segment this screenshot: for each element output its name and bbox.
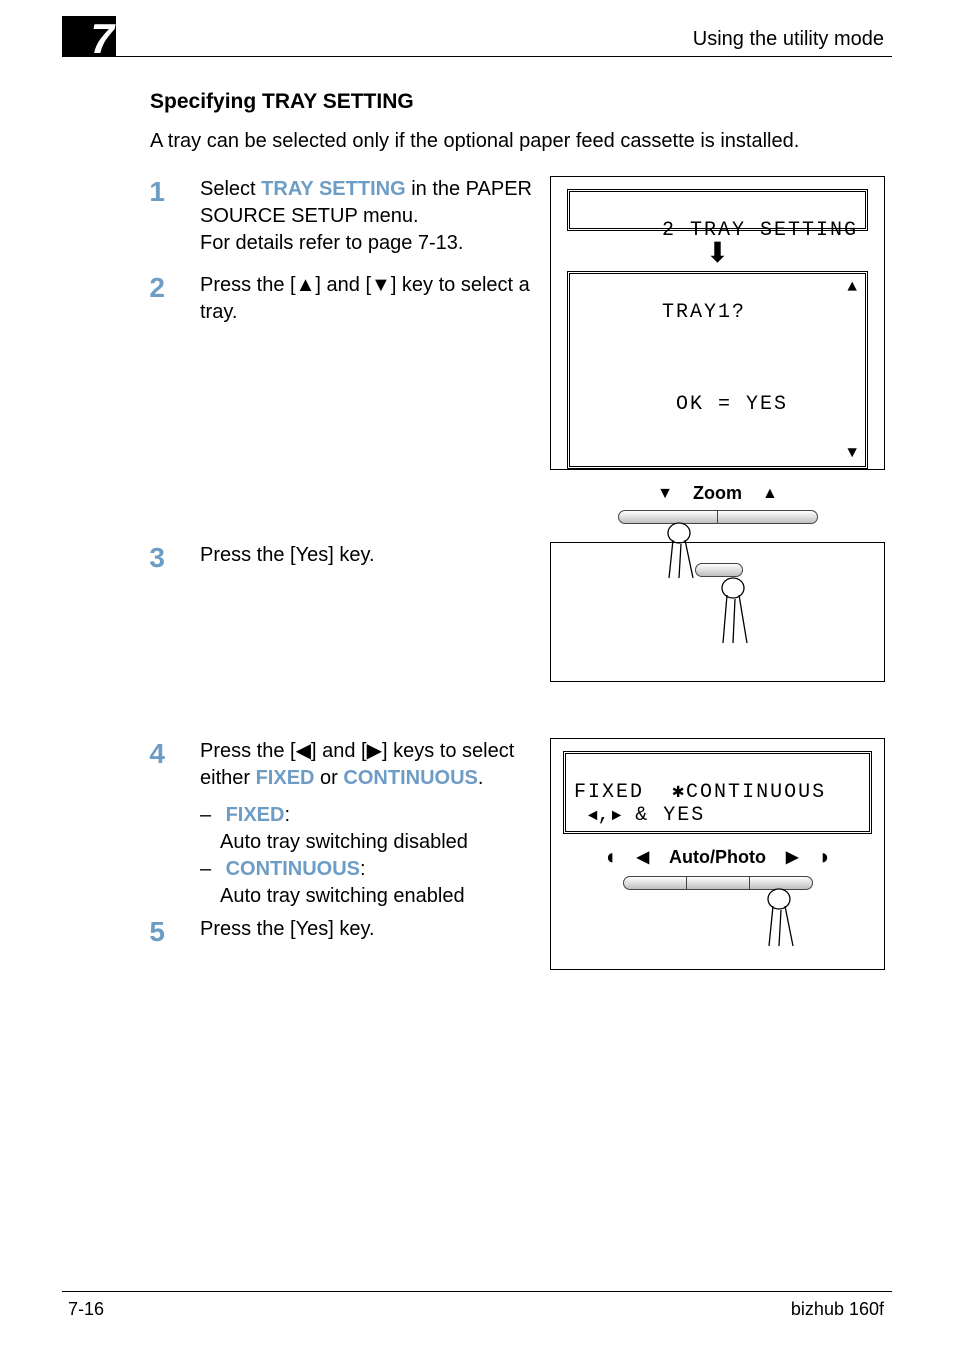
lcd-text: 2 TRAY SETTING: [662, 219, 858, 242]
step-text: Press the [Yes] key.: [200, 542, 560, 569]
section-intro: A tray can be selected only if the optio…: [150, 130, 884, 153]
figure-lcd-fixed-continuous: FIXED ✱CONTINUOUS ◄,► & YES ◖ ◀ Auto/Pho…: [550, 738, 885, 970]
speaker-right-icon: ►: [612, 807, 622, 825]
bold-term: FIXED: [256, 767, 315, 789]
section-title: Specifying TRAY SETTING: [150, 90, 414, 114]
up-arrow-icon: ▲: [296, 274, 316, 296]
text: Select: [200, 178, 261, 200]
dash: –: [200, 802, 220, 829]
step-number: 3: [135, 542, 165, 574]
bold-term: CONTINUOUS: [226, 858, 360, 880]
bold-term: CONTINUOUS: [343, 767, 477, 789]
zoom-up-icon: ▲: [762, 485, 778, 503]
figure-yes-key: [550, 542, 885, 682]
step-text: Press the [▲] and [▼] key to select a tr…: [200, 272, 560, 326]
autophoto-button-triple: [623, 876, 813, 890]
ap-right-button[interactable]: [750, 876, 813, 890]
footer-model: bizhub 160f: [791, 1299, 884, 1320]
lcd-display: FIXED ✱CONTINUOUS ◄,► & YES: [563, 751, 872, 834]
figure-lcd-tray: 2 TRAY SETTING ⬇ TRAY1? ▲ OK = YES ▼ ▼ Z…: [550, 176, 885, 470]
dash: –: [200, 856, 220, 883]
finger-press-icon: [713, 575, 763, 643]
left-arrow-icon: ◀: [296, 740, 311, 762]
scroll-up-icon: ▲: [847, 278, 859, 296]
text: :: [360, 858, 366, 880]
text: ] and [: [311, 740, 367, 762]
lcd-text: [574, 804, 588, 827]
zoom-out-button[interactable]: [618, 510, 719, 524]
step-number: 2: [135, 272, 165, 304]
footer-rule: [62, 1291, 892, 1292]
zoom-button-pair: [618, 510, 818, 524]
page: 7 Using the utility mode Specifying TRAY…: [0, 0, 954, 1352]
sub-bullet-1: – FIXED: Auto tray switching disabled: [200, 802, 560, 856]
step-number: 4: [135, 738, 165, 770]
zoom-label-row: ▼ Zoom ▲: [567, 483, 868, 504]
speaker-left-icon: ◄: [588, 807, 598, 825]
half-left-icon: ◖: [603, 844, 616, 870]
autophoto-label: Auto/Photo: [669, 847, 766, 868]
step-number: 1: [135, 176, 165, 208]
header-subtitle: Using the utility mode: [693, 28, 884, 51]
bullet-desc: Auto tray switching enabled: [220, 883, 465, 910]
zoom-label: Zoom: [693, 483, 742, 504]
step-text: Press the [Yes] key.: [200, 916, 560, 943]
right-arrow-icon: ▶: [786, 847, 798, 867]
text: ,: [598, 804, 612, 827]
down-arrow-icon: ▼: [371, 274, 391, 296]
text: ] and [: [315, 274, 371, 296]
text: or: [315, 767, 344, 789]
step-text: Press the [◀] and [▶] keys to select eit…: [200, 738, 560, 792]
lcd-display-top: 2 TRAY SETTING: [567, 189, 868, 231]
step-number: 5: [135, 916, 165, 948]
bold-term: FIXED: [226, 804, 285, 826]
chapter-tab: 7: [62, 16, 116, 56]
text: :: [284, 804, 290, 826]
bullet-desc: Auto tray switching disabled: [220, 829, 468, 856]
left-arrow-icon: ◀: [637, 847, 649, 867]
lcd-text: TRAY1?: [662, 301, 746, 324]
right-arrow-icon: ▶: [367, 740, 382, 762]
zoom-in-button[interactable]: [718, 510, 818, 524]
footer-page-number: 7-16: [68, 1299, 104, 1320]
text: For details refer to page 7-13.: [200, 232, 463, 254]
ap-left-button[interactable]: [623, 876, 687, 890]
lcd-text: OK = YES: [662, 393, 788, 416]
bold-term: TRAY SETTING: [261, 178, 405, 200]
finger-press-icon: [759, 886, 809, 946]
autophoto-label-row: ◖ ◀ Auto/Photo ▶ ◗: [563, 844, 872, 870]
sub-bullet-2: – CONTINUOUS: Auto tray switching enable…: [200, 856, 560, 910]
text: .: [478, 767, 484, 789]
half-right-icon: ◗: [818, 844, 831, 870]
zoom-down-icon: ▼: [657, 485, 673, 503]
lcd-text: & YES: [621, 804, 705, 827]
chapter-number: 7: [91, 18, 114, 60]
lcd-display-bottom: TRAY1? ▲ OK = YES ▼: [567, 271, 868, 469]
header-rule: [62, 56, 892, 57]
text: Press the [: [200, 740, 296, 762]
step-text: Select TRAY SETTING in the PAPER SOURCE …: [200, 176, 560, 257]
scroll-down-icon: ▼: [847, 444, 859, 462]
ap-mid-button[interactable]: [687, 876, 750, 890]
lcd-text: FIXED ✱CONTINUOUS: [574, 781, 826, 804]
text: Press the [: [200, 274, 296, 296]
